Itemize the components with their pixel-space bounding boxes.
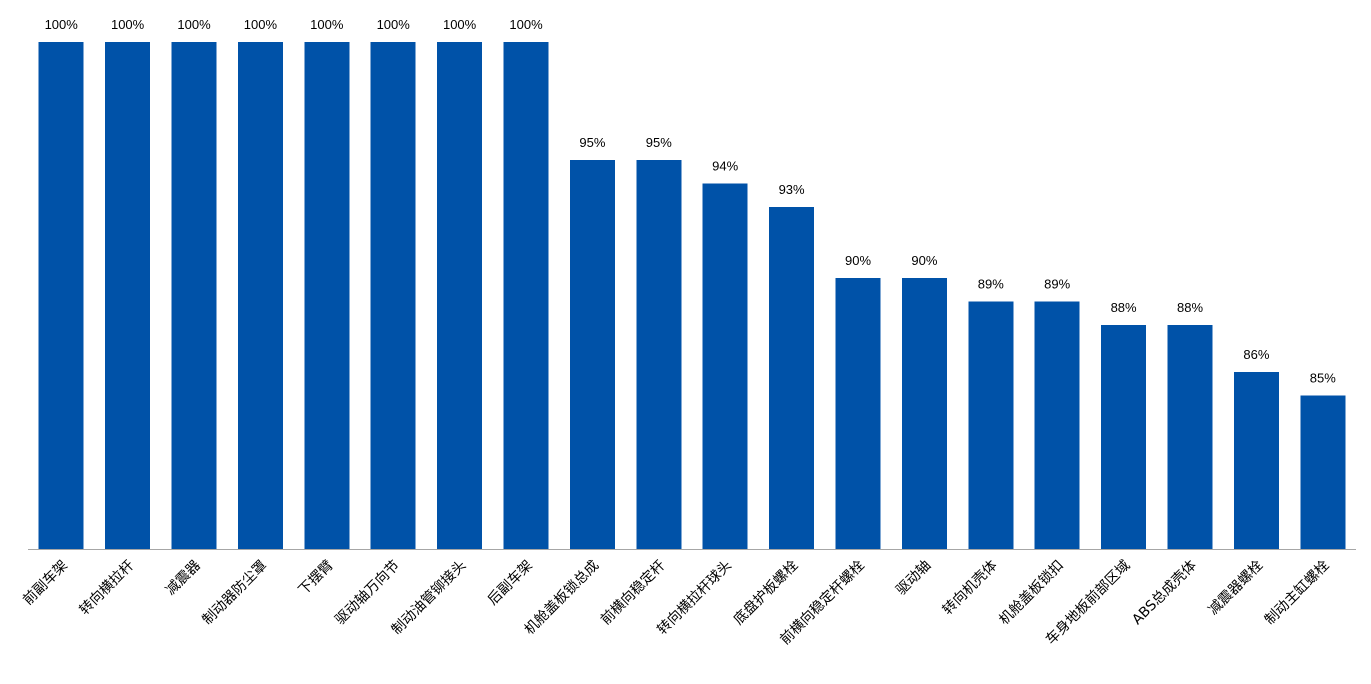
category-label: 驱动轴万向节 [332,558,403,629]
category-label: 驱动轴 [893,558,934,599]
bar [171,42,217,549]
data-label: 86% [1243,347,1269,362]
data-label: 94% [712,159,738,174]
bar [1034,301,1080,549]
bar [304,42,350,549]
bar [1300,395,1346,549]
data-label: 88% [1111,300,1137,315]
bar [370,42,416,549]
bar [1101,325,1147,549]
bar [105,42,151,549]
category-label: 下摆臂 [296,558,337,599]
data-label: 90% [911,253,937,268]
data-label: 100% [509,17,543,32]
category-label: 前横向稳定杆 [597,557,668,628]
category-label: 转向横拉杆 [77,558,138,619]
data-label: 90% [845,253,871,268]
bar [769,207,815,549]
bar [237,42,283,549]
bar [503,42,549,549]
value-labels-group: 100% 100% 100% 100% 100% 100% 100% 100% 95% 95% 94… [45,17,1337,386]
bar [636,159,682,549]
bar [702,183,748,549]
bar [569,159,615,549]
bar [437,42,483,549]
data-label: 88% [1177,300,1203,315]
category-label: 减震器 [163,558,204,599]
data-label: 100% [244,17,278,32]
category-label: ABS总成壳体 [1129,557,1200,628]
category-label: 前副车架 [19,557,71,609]
data-label: 100% [111,17,145,32]
bar [38,42,84,549]
data-label: 89% [1044,276,1070,291]
bar [1167,325,1213,549]
data-label: 95% [646,135,672,150]
bars-group [38,42,1346,549]
data-label: 89% [978,276,1004,291]
bar [1233,372,1279,549]
category-label: 底盘护板螺栓 [730,557,801,628]
data-label: 100% [443,17,477,32]
data-label: 95% [579,135,605,150]
bar [901,277,947,549]
data-label: 100% [45,17,79,32]
data-label: 93% [779,182,805,197]
category-label: 转向机壳体 [939,557,1001,619]
category-label: 制动主缸螺栓 [1261,557,1332,628]
category-label: 机舱盖板锁扣 [996,558,1067,629]
data-label: 100% [177,17,211,32]
category-label: 后副车架 [484,557,536,609]
category-label: 减震器螺栓 [1205,558,1266,619]
category-label: 制动器防尘罩 [200,558,271,629]
bar [835,277,881,549]
bar [968,301,1014,549]
data-label: 85% [1310,371,1336,386]
data-label: 100% [377,17,411,32]
data-label: 100% [310,17,344,32]
